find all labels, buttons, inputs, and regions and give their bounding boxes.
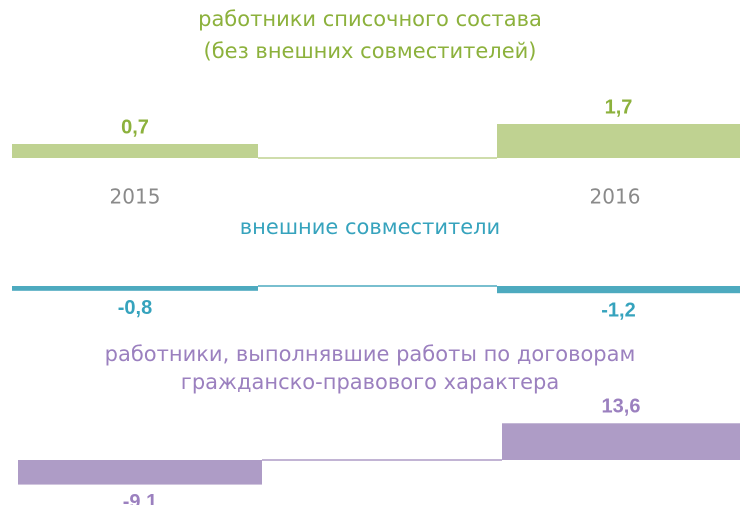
chart-title: гражданско-правового характера [181, 370, 559, 394]
chart-title: внешние совместители [240, 215, 500, 239]
value-label: 1,7 [605, 96, 633, 118]
value-label: -9,1 [123, 491, 157, 505]
value-label: -0,8 [118, 297, 152, 319]
bar [12, 286, 258, 291]
value-label: 0,7 [121, 116, 149, 138]
value-label: 13,6 [602, 396, 641, 418]
chart-title: (без внешних совместителей) [204, 39, 537, 63]
chart-title: работники списочного состава [198, 7, 542, 31]
bar [12, 144, 258, 158]
bar [497, 286, 740, 294]
x-tick-label: 2016 [590, 185, 641, 209]
bar [18, 460, 262, 485]
value-label: -1,2 [601, 299, 635, 321]
bar [497, 124, 740, 158]
chart-title: работники, выполнявшие работы по договор… [105, 342, 636, 366]
bar [502, 423, 740, 460]
x-tick-label: 2015 [110, 185, 161, 209]
